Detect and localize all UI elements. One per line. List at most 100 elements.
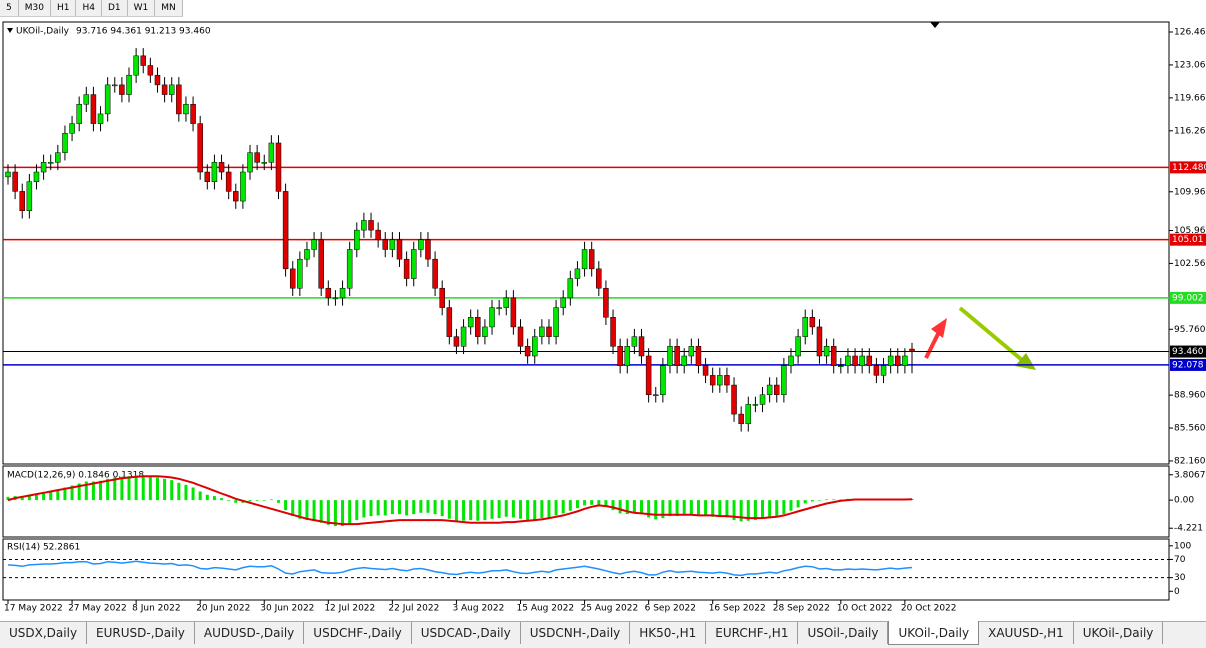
candle-body (902, 355, 908, 366)
candle-body (574, 268, 581, 279)
macd-bar (746, 500, 750, 521)
candle-body (845, 355, 851, 366)
candle-body (332, 297, 339, 300)
macd-bar (490, 500, 494, 519)
macd-bar (632, 500, 636, 514)
candle-body (482, 326, 488, 337)
candle-body (774, 384, 780, 395)
candle-body (788, 355, 794, 366)
candle-body (695, 346, 702, 366)
timeframe-button[interactable]: D1 (102, 0, 128, 16)
candle-body (375, 229, 381, 241)
macd-bar (284, 500, 288, 511)
chart-tab[interactable]: UKOil-,Daily (1074, 622, 1164, 644)
price-level-label: 99.002 (1172, 293, 1204, 303)
price-level-tag (1170, 233, 1206, 246)
candle-body (517, 326, 524, 347)
candle-body (147, 65, 154, 76)
macd-bar (397, 500, 401, 515)
candle-body (76, 103, 82, 124)
candle-body (531, 336, 538, 357)
macd-bar (782, 500, 786, 515)
macd-bar (27, 494, 31, 501)
chart-tab[interactable]: AUDUSD-,Daily (195, 622, 305, 644)
candle-body (325, 287, 332, 299)
macd-bar (205, 494, 209, 501)
macd-bar (654, 500, 658, 520)
y-tick-label: 0 (1174, 587, 1180, 597)
candle-body (446, 307, 453, 337)
macd-bar (675, 500, 679, 517)
macd-bar (810, 500, 814, 502)
y-tick-label: 95.760 (1174, 325, 1206, 335)
chart-tab[interactable]: USDX,Daily (0, 622, 88, 644)
y-tick-label: 123.060 (1174, 60, 1206, 70)
candle-body (19, 191, 25, 212)
candle-body (553, 307, 559, 337)
price-level-tag (1170, 161, 1206, 174)
y-tick-label: 105.960 (1174, 226, 1206, 236)
macd-bar (511, 500, 515, 518)
chart-tab[interactable]: XAUUSD-,H1 (979, 622, 1074, 644)
price-level-label: 112.480 (1172, 163, 1206, 173)
chart-tab[interactable]: USDCNH-,Daily (521, 622, 631, 644)
macd-bar (825, 499, 829, 501)
candle-body (880, 365, 887, 376)
candle-body (759, 394, 766, 405)
chart-tab[interactable]: USDCHF-,Daily (304, 622, 412, 644)
macd-bar (711, 500, 715, 517)
chart-tab[interactable]: UKOil-,Daily (888, 621, 980, 645)
x-tick-label: 27 May 2022 (68, 604, 127, 614)
timeframe-button[interactable]: H4 (76, 0, 102, 16)
candle-body (652, 394, 659, 396)
timeframe-button[interactable]: W1 (128, 0, 156, 16)
candle-body (766, 384, 773, 395)
y-tick-label: 82.160 (1174, 456, 1206, 466)
candle-body (55, 152, 61, 163)
candle-body (254, 152, 260, 163)
candle-body (681, 355, 687, 366)
macd-bar (326, 500, 330, 525)
chart-tab[interactable]: USOil-,Daily (798, 622, 889, 644)
candle-body (12, 171, 18, 192)
macd-bar (262, 500, 266, 501)
macd-bar (106, 478, 110, 501)
x-tick-label: 20 Oct 2022 (901, 604, 957, 614)
macd-bar (120, 476, 124, 501)
candle-body (133, 55, 139, 76)
candle-body (866, 355, 873, 366)
candle-body (738, 413, 744, 425)
macd-bar (447, 500, 451, 519)
y-tick-label: 100 (1174, 541, 1191, 551)
rsi-title: RSI(14) 52.2861 (7, 543, 80, 553)
macd-bar (56, 489, 60, 501)
timeframe-button[interactable]: H1 (51, 0, 77, 16)
candle-body (361, 220, 367, 231)
timeframe-button[interactable]: MN (155, 0, 183, 16)
chart-tab[interactable]: HK50-,H1 (630, 622, 707, 644)
macd-bar (298, 500, 302, 519)
candle-body (311, 239, 317, 250)
x-tick-label: 17 May 2022 (4, 604, 63, 614)
candle-body (745, 404, 752, 425)
candle-body (225, 171, 232, 192)
candle-body (503, 297, 510, 308)
chart-tab[interactable]: EURCHF-,H1 (706, 622, 799, 644)
macd-bar (583, 500, 587, 506)
macd-bar (526, 500, 530, 521)
macd-bar (305, 500, 309, 521)
chart-tab[interactable]: USDCAD-,Daily (412, 622, 521, 644)
candle-body (368, 220, 374, 231)
candle-body (731, 384, 737, 415)
candle-body (781, 365, 787, 395)
collapse-icon (7, 28, 13, 33)
macd-bar (63, 487, 67, 501)
x-tick-label: 15 Aug 2022 (517, 604, 575, 614)
candle-body (425, 239, 431, 260)
timeframe-button[interactable]: M30 (19, 0, 51, 16)
macd-bar (312, 500, 316, 521)
chart-tab[interactable]: EURUSD-,Daily (87, 622, 195, 644)
timeframe-button[interactable]: 5 (0, 0, 19, 16)
y-tick-label: -4.221 (1174, 524, 1203, 534)
chart: UKOil-,Daily 93.716 94.361 91.213 93.460… (2, 21, 1206, 614)
